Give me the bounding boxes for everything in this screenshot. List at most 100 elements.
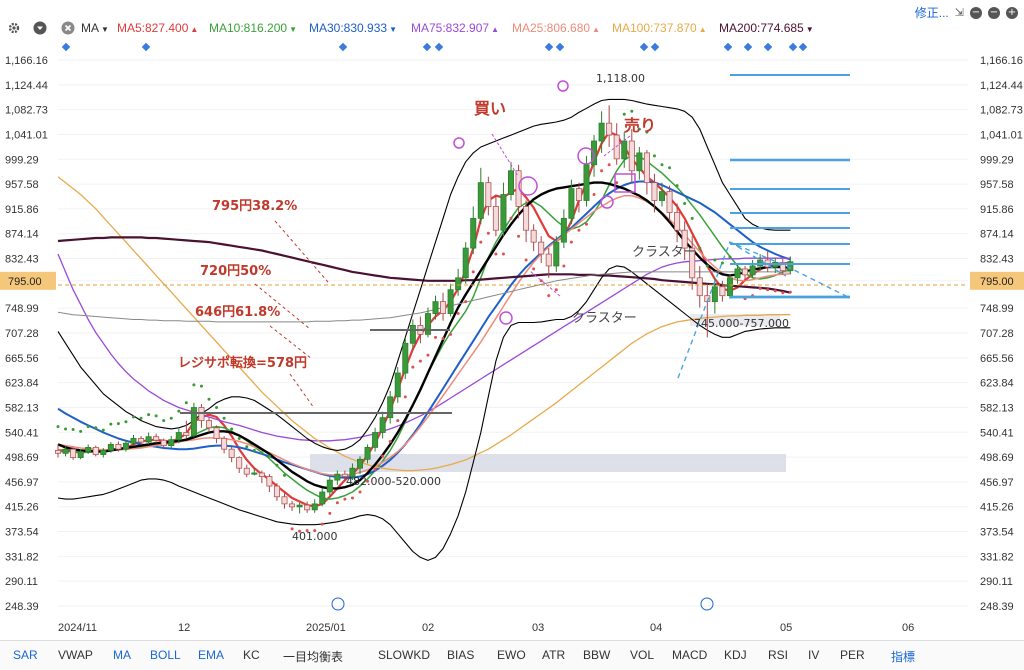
event-marker[interactable] xyxy=(763,42,773,52)
tab-13[interactable]: MACD xyxy=(672,648,708,662)
plus-icon[interactable]: + xyxy=(1006,6,1018,19)
ma200-label: MA200:774.685 ▼ xyxy=(719,21,814,35)
candle-body xyxy=(424,313,431,335)
minus-icon[interactable]: − xyxy=(970,6,982,19)
candle-body xyxy=(507,170,514,195)
ma10-label: MA10:816.200 ▼ xyxy=(209,21,297,35)
parabolic-sar xyxy=(56,109,792,533)
price-tag-right xyxy=(970,271,1024,290)
sar-dot xyxy=(94,426,98,430)
event-marker[interactable] xyxy=(544,42,554,52)
minus-icon-2[interactable]: − xyxy=(988,6,1000,19)
candle-body xyxy=(621,140,628,160)
ma-toggle[interactable]: MA ▼ xyxy=(81,21,109,35)
tab-5[interactable]: KC xyxy=(243,648,260,662)
sar-dot xyxy=(275,463,279,467)
candle-body xyxy=(296,504,303,508)
x-tick-label: 12 xyxy=(178,622,190,634)
sar-dot xyxy=(441,337,445,341)
sar-dot xyxy=(184,401,188,405)
tab-18[interactable]: 指標 xyxy=(891,650,916,664)
candle-body xyxy=(77,451,84,458)
y-tick-label: 582.13 xyxy=(5,402,39,414)
tab-2[interactable]: MA xyxy=(113,648,131,662)
event-marker[interactable] xyxy=(141,42,151,52)
series-line-ma200 xyxy=(57,236,791,294)
candle-body xyxy=(606,122,613,136)
close-icon[interactable] xyxy=(60,20,76,36)
y-tick-label: 1,041.01 xyxy=(5,129,48,141)
tab-0[interactable]: SAR xyxy=(13,648,38,662)
candle-body xyxy=(153,436,160,441)
sar-dot xyxy=(64,427,68,431)
y-tick-label: 915.86 xyxy=(980,204,1014,216)
event-marker[interactable] xyxy=(639,42,649,52)
candle-body xyxy=(92,446,99,455)
candle-body xyxy=(273,485,280,498)
edit-link[interactable]: 修正... xyxy=(914,6,949,20)
tab-8[interactable]: BIAS xyxy=(447,648,475,662)
candle-body xyxy=(636,152,643,172)
sar-dot xyxy=(622,112,626,116)
event-marker[interactable] xyxy=(650,42,660,52)
sar-dot xyxy=(554,288,558,292)
sar-dot xyxy=(486,231,490,235)
candle-body xyxy=(311,503,318,511)
sar-dot xyxy=(199,384,203,388)
event-marker[interactable] xyxy=(555,42,565,52)
ma30-label: MA30:830.933 ▼ xyxy=(309,21,397,35)
candle-body xyxy=(356,458,363,469)
event-marker[interactable] xyxy=(434,42,444,52)
tab-16[interactable]: IV xyxy=(808,648,820,662)
series-line-bb-l xyxy=(57,265,791,561)
tab-7[interactable]: SLOWKD xyxy=(378,648,431,662)
candle-body xyxy=(251,472,258,475)
y-tick-label: 290.11 xyxy=(980,576,1013,588)
candle-body xyxy=(221,438,228,450)
y-tick-label: 331.82 xyxy=(5,551,39,563)
candle-body xyxy=(334,473,341,481)
event-marker[interactable] xyxy=(723,42,733,52)
y-tick-label: 415.26 xyxy=(5,502,39,514)
tab-3[interactable]: BOLL xyxy=(150,648,181,662)
event-marker[interactable] xyxy=(743,42,753,52)
gear-icon[interactable] xyxy=(6,20,22,36)
tab-12[interactable]: VOL xyxy=(630,648,655,662)
sar-dot xyxy=(501,252,505,256)
fib-target-lines xyxy=(730,74,850,299)
tab-9[interactable]: EWO xyxy=(497,648,526,662)
candle-body xyxy=(575,188,582,201)
sar-dot xyxy=(252,448,256,452)
candle-body xyxy=(462,247,469,279)
tab-1[interactable]: VWAP xyxy=(58,648,93,662)
tab-17[interactable]: PER xyxy=(840,648,865,662)
candle-body xyxy=(613,134,620,160)
price-chart[interactable]: 1,166.16 1,124.44 1,082.73 1,041.01 999.29 95… xyxy=(0,56,1024,640)
event-marker[interactable] xyxy=(338,42,348,52)
x-tick-label: 05 xyxy=(780,622,792,634)
event-marker[interactable] xyxy=(798,42,808,52)
dropdown-icon[interactable] xyxy=(32,20,48,36)
candle-body xyxy=(545,253,552,267)
y-tick-label: 748.99 xyxy=(5,303,39,315)
series-line-ma-gray xyxy=(57,271,791,323)
y-tick-label: 1,166.16 xyxy=(5,56,48,67)
annotation-label: 745.000-757.000 xyxy=(694,317,789,330)
candle-body xyxy=(190,407,197,436)
candle-body xyxy=(402,342,409,374)
event-marker[interactable] xyxy=(422,42,432,52)
sar-dot xyxy=(607,163,611,167)
tab-11[interactable]: BBW xyxy=(583,648,611,662)
tab-6[interactable]: 一目均衡表 xyxy=(283,650,344,664)
candle-body xyxy=(130,438,137,444)
event-marker[interactable] xyxy=(61,42,71,52)
sar-dot xyxy=(471,270,475,274)
event-marker[interactable] xyxy=(788,42,798,52)
sar-dot xyxy=(766,288,770,292)
tab-15[interactable]: RSI xyxy=(768,648,789,662)
scale-icon[interactable]: ⇲ xyxy=(954,6,964,19)
sar-dot xyxy=(705,264,709,268)
tab-14[interactable]: KDJ xyxy=(724,648,747,662)
tab-10[interactable]: ATR xyxy=(542,648,566,662)
tab-4[interactable]: EMA xyxy=(198,648,225,662)
